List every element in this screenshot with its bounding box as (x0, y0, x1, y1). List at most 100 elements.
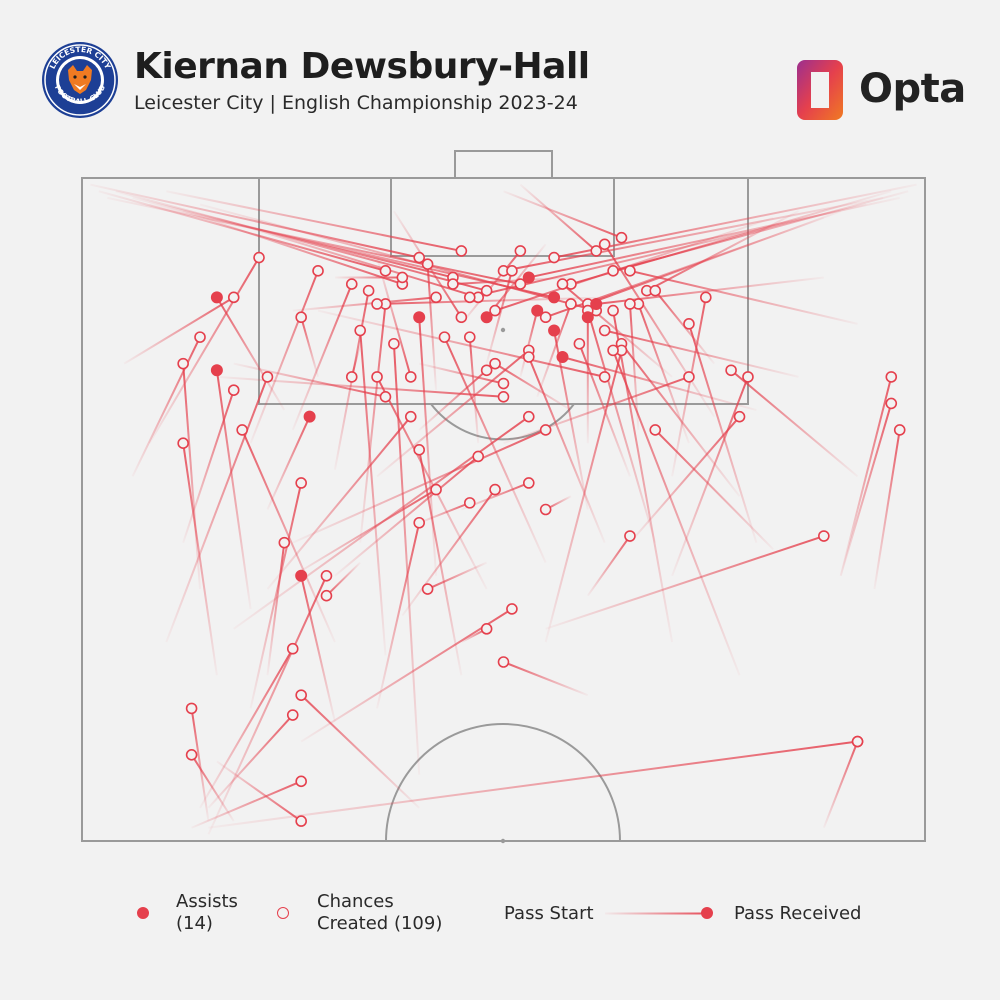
assist-marker (303, 410, 316, 423)
chance-pass-line (199, 203, 597, 312)
chance-marker (539, 311, 552, 324)
chance-marker (286, 709, 299, 721)
chance-marker (455, 311, 468, 324)
chance-pass-line (376, 522, 421, 709)
chance-marker (463, 331, 476, 343)
chance-pass-line (561, 283, 673, 378)
pass-markers (177, 231, 906, 827)
chance-marker (404, 410, 417, 423)
chance-pass-line (839, 376, 893, 577)
chance-marker (480, 284, 493, 297)
chance-marker (649, 284, 662, 297)
chance-marker (649, 424, 662, 436)
chance-marker (413, 251, 426, 264)
chance-marker (885, 371, 898, 383)
chance-marker (885, 397, 898, 410)
chance-pass-line (208, 740, 858, 829)
chance-marker (489, 357, 501, 370)
chance-marker (506, 603, 518, 615)
chance-pass-line (646, 210, 800, 292)
chance-pass-line (418, 501, 471, 524)
chance-marker (278, 536, 291, 549)
chance-pass-line (519, 183, 597, 252)
chance-pass-line (292, 429, 547, 544)
pitch-markings (81, 150, 926, 844)
chance-pass-line (822, 741, 859, 829)
chance-pass-line (427, 561, 488, 590)
legend-chances: Chances Created (109) (317, 891, 442, 935)
assist-marker (531, 304, 544, 317)
chance-pass-line (494, 216, 774, 312)
chance-pass-line (730, 369, 859, 478)
chance-pass-line (688, 323, 758, 543)
chance-pass-line (628, 303, 640, 431)
chance-pass-line (292, 488, 437, 577)
chance-pass-line (553, 183, 917, 259)
chance-pass-line (359, 330, 387, 656)
chance-marker (227, 291, 240, 304)
chance-pass-line (671, 297, 707, 477)
chance-pass-line (586, 310, 657, 543)
chance-marker (700, 291, 712, 304)
chance-pass-line (359, 303, 387, 543)
legend: Assists (14) Chances Created (109) Pass … (0, 880, 1000, 950)
chance-pass-line (671, 376, 749, 577)
chance-marker (430, 483, 442, 496)
chance-pass-line (216, 760, 302, 822)
assist-marker (210, 291, 223, 304)
chance-pass-line (469, 203, 867, 299)
chance-pass-line (266, 542, 286, 676)
chance-marker (624, 298, 636, 310)
chance-marker (733, 410, 746, 423)
chance-marker (556, 278, 569, 290)
chance-marker (379, 390, 392, 403)
chance-marker (607, 304, 619, 317)
chance-pass-line (216, 216, 479, 299)
chance-pass-line (292, 296, 437, 312)
penalty-arc (430, 403, 575, 441)
chance-pass-line (165, 376, 269, 643)
assist-pass-line (519, 310, 539, 378)
chance-marker (371, 371, 383, 383)
chance-marker (615, 231, 628, 244)
legend-assists-count: (14) (176, 913, 213, 934)
chance-marker (438, 331, 451, 343)
chance-pass-line (334, 455, 479, 577)
chance-marker (320, 589, 333, 602)
chance-pass-line (612, 310, 674, 643)
chance-pass-line (839, 403, 893, 577)
chance-pass-line (376, 349, 530, 478)
chance-pass-line (131, 336, 201, 477)
chance-pass-line (418, 369, 488, 431)
centre-circle-arc (385, 723, 621, 842)
chance-pass-line (190, 708, 210, 822)
penalty-spot (500, 327, 506, 333)
chance-marker (683, 318, 695, 330)
chance-marker (345, 371, 358, 383)
chance-pass-line (503, 190, 622, 239)
assist-marker (548, 324, 561, 337)
chance-pass-line (586, 535, 631, 597)
chance-pass-line (620, 343, 741, 497)
chance-marker (497, 390, 510, 403)
chance-marker (624, 265, 636, 277)
chance-pass-line (545, 535, 825, 630)
chance-marker (463, 497, 476, 509)
assist-marker (581, 311, 594, 324)
chance-marker (851, 735, 864, 748)
chance-pass-line (494, 362, 572, 411)
chance-marker (362, 284, 375, 297)
chance-marker (489, 483, 501, 496)
chance-marker (598, 238, 611, 251)
assist-pass-line (216, 296, 286, 411)
chance-pass-line (249, 482, 303, 709)
chance-marker (506, 265, 518, 277)
assist-marker (548, 291, 561, 304)
chance-pass-line (629, 416, 741, 544)
legend-assist-marker (137, 907, 149, 919)
chance-marker (295, 775, 307, 788)
chance-marker (354, 324, 366, 337)
chance-marker (396, 271, 409, 284)
legend-pass-received: Pass Received (734, 903, 862, 924)
chance-marker (447, 278, 459, 290)
